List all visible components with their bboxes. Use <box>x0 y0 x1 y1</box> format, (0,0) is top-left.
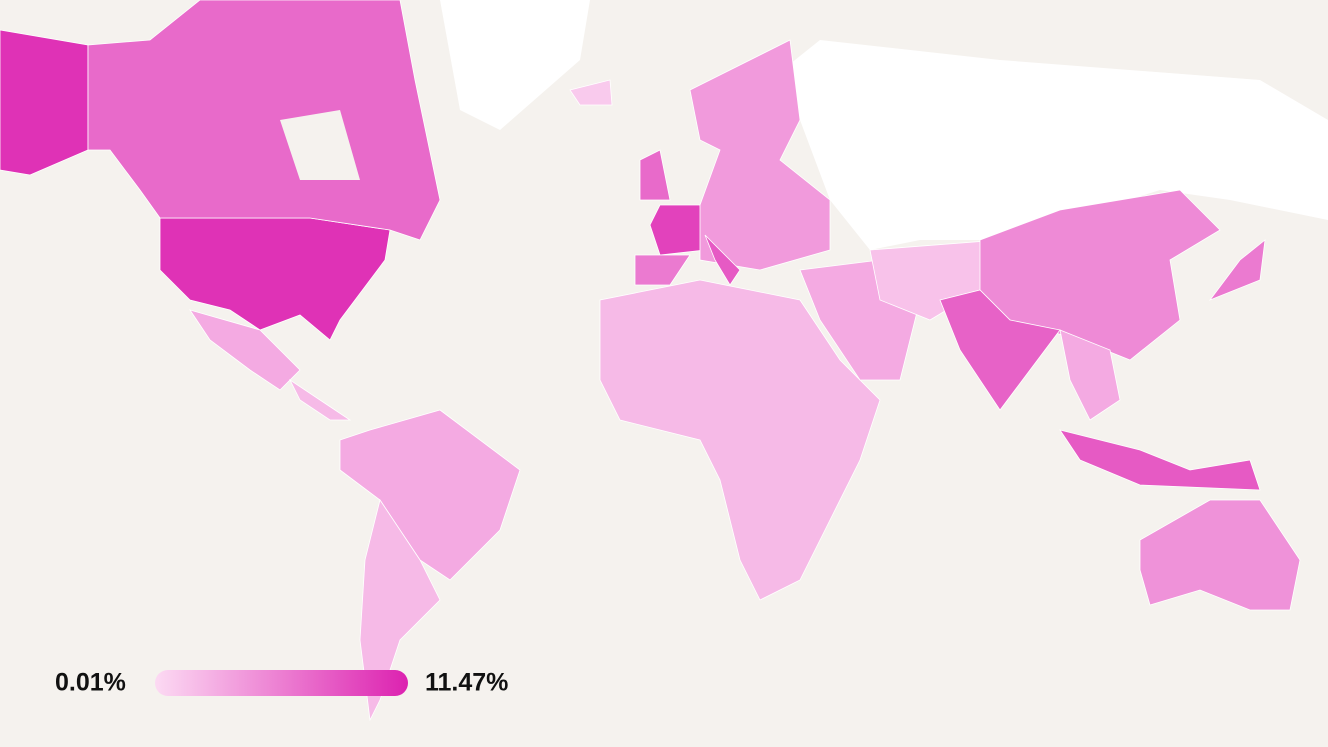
region <box>634 254 691 286</box>
region <box>1208 239 1266 301</box>
region <box>639 149 671 201</box>
region <box>0 29 89 176</box>
bay <box>280 110 360 180</box>
region <box>1059 329 1121 421</box>
region <box>189 309 301 391</box>
region <box>339 409 521 581</box>
legend-min-label: 0.01% <box>55 669 126 697</box>
region <box>569 79 613 106</box>
region <box>704 234 741 286</box>
region <box>689 39 831 271</box>
region <box>1059 429 1261 491</box>
legend-gradient <box>155 670 408 696</box>
region <box>599 279 881 601</box>
no-data-land <box>770 40 1328 250</box>
legend-max-label: 11.47% <box>425 669 508 697</box>
region <box>649 204 706 256</box>
no-data-land <box>440 0 590 130</box>
region <box>288 378 352 421</box>
region <box>1139 499 1301 611</box>
region <box>359 499 441 722</box>
